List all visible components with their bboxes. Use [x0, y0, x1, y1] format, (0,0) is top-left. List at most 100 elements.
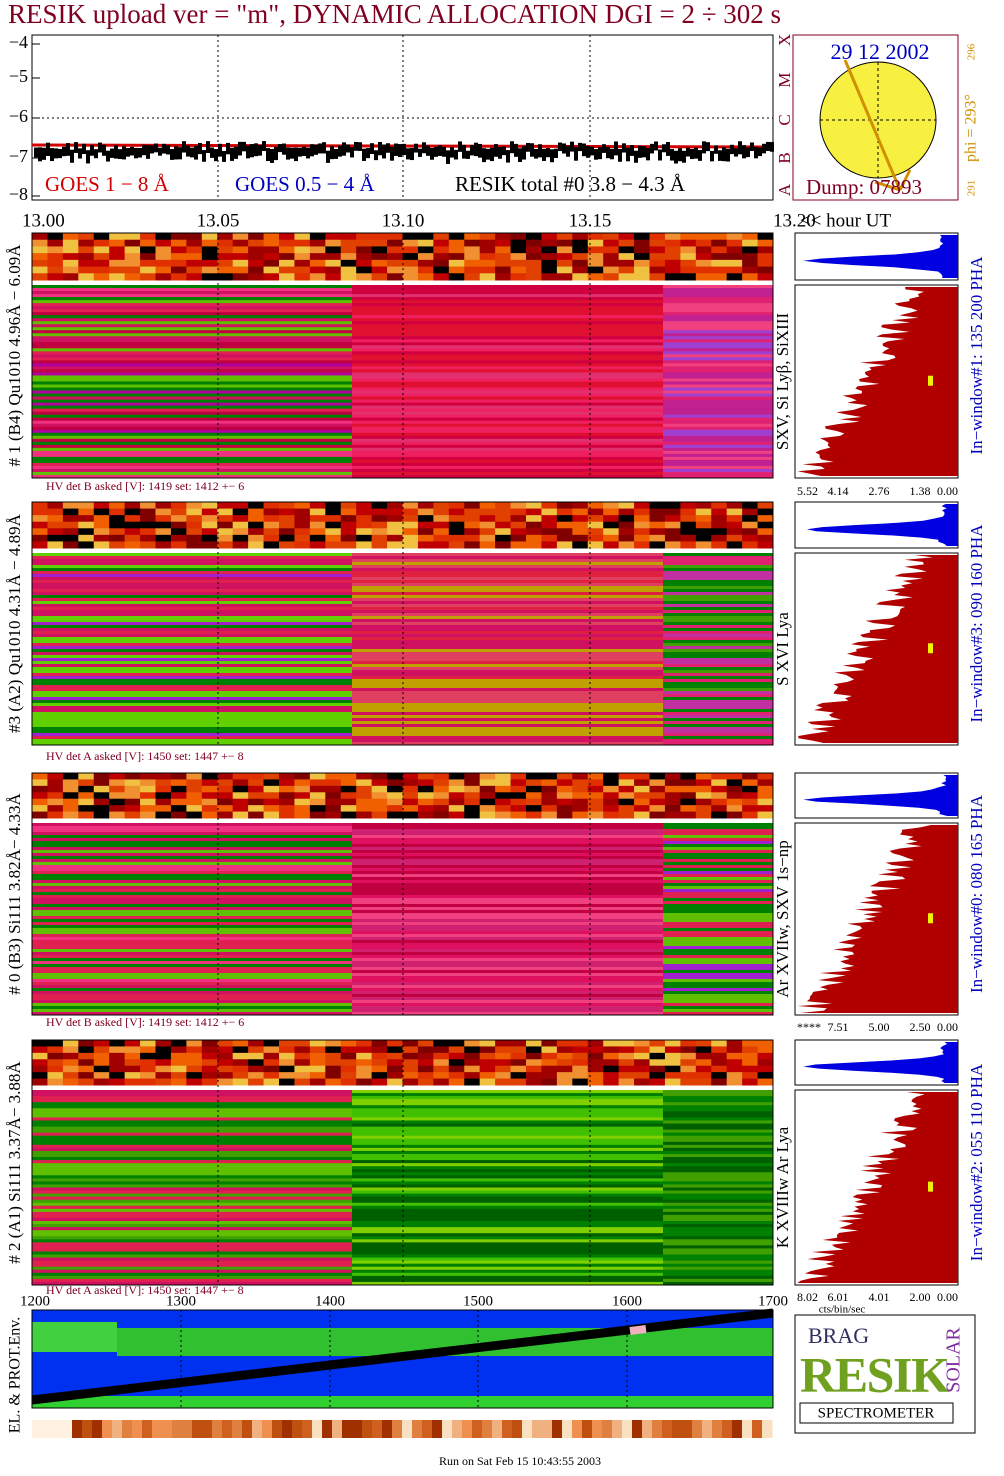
spectrum-cell — [587, 528, 604, 536]
spectrum-row — [663, 1108, 773, 1112]
spectrum-cell — [757, 805, 774, 813]
spectrum-row — [352, 574, 663, 578]
spectrum-cell — [556, 773, 573, 780]
spectrum-cell — [757, 239, 774, 247]
spectrum-cell — [325, 785, 342, 793]
spectrum-row — [352, 1211, 663, 1216]
resik-total-bar — [214, 149, 218, 162]
spectrum-cell — [711, 259, 728, 268]
spectrum-row — [663, 327, 773, 331]
intensity-cell — [82, 1420, 93, 1438]
spectrum-row — [663, 294, 773, 298]
intensity-cell — [342, 1420, 353, 1438]
spectrum-cell — [417, 1059, 434, 1067]
spectrum-cell — [248, 1065, 265, 1073]
resik-total-bar — [118, 149, 122, 160]
spectrum-row — [32, 553, 352, 557]
resik-total-bar — [530, 143, 534, 157]
spectrum-cell — [387, 528, 403, 536]
spectrum-row — [663, 724, 773, 728]
resik-total-bar — [526, 143, 530, 152]
spectrum-cell — [479, 515, 496, 523]
spectrum-row — [663, 1114, 773, 1118]
intensity-cell — [412, 1420, 423, 1438]
spectrum-cell — [170, 798, 187, 806]
spectrum-cell — [572, 1046, 589, 1054]
spectrum-cell — [279, 521, 295, 529]
spectrum-row — [32, 916, 352, 920]
panel-frame — [31, 232, 774, 479]
spectrum-row — [352, 468, 663, 473]
spectrum-cell — [109, 534, 126, 542]
spectrum-cell — [263, 273, 280, 281]
spectrum-cell — [649, 773, 666, 780]
spectrum-cell — [757, 502, 774, 510]
spectrum-row — [32, 348, 352, 352]
spectrum-cell — [464, 798, 481, 806]
spectrum-cell — [294, 1072, 311, 1080]
dump: Dump: 07893 — [806, 175, 922, 199]
resik-total-bar — [258, 145, 262, 156]
spectrum-cell — [541, 1065, 558, 1073]
spectrum-cell — [32, 502, 48, 510]
spectrum-row — [352, 1181, 663, 1185]
intensity-cell — [202, 1420, 213, 1438]
spectrum-cell — [448, 805, 465, 813]
spectrum-cell — [371, 1046, 388, 1054]
resik-total-bar — [82, 143, 86, 155]
spectrum-row — [32, 387, 352, 392]
spectrum-cell — [371, 1059, 388, 1067]
spectrum-row — [32, 408, 352, 413]
spectrum-cell — [680, 779, 697, 787]
spectrum-cell — [433, 1059, 450, 1067]
spectrum-row — [663, 1178, 773, 1182]
spectrum-row — [32, 832, 352, 836]
resik-total-bar — [54, 148, 58, 159]
spectrum-cell — [263, 785, 280, 793]
spectrum-cell — [510, 785, 527, 793]
spectrum-cell — [464, 811, 481, 819]
spectrum-cell — [263, 521, 280, 529]
spectrum-cell — [711, 785, 728, 793]
spectrum-row — [32, 438, 352, 443]
spectrum-cell — [433, 811, 450, 819]
hist-marker — [928, 643, 933, 654]
spectrum-row — [32, 856, 352, 860]
spectrum-row — [352, 435, 663, 440]
spectrum-cell — [572, 508, 589, 516]
spectrum-cell — [387, 792, 403, 800]
spectrum-row — [352, 964, 663, 968]
spectrum-cell — [649, 779, 666, 787]
spectrum-cell — [387, 779, 403, 787]
spectrum-cell — [757, 1040, 774, 1047]
spectrum-row — [663, 1230, 773, 1234]
spectrum-cell — [371, 508, 388, 516]
spectrum-row — [663, 1153, 773, 1158]
spectrum-cell — [93, 502, 110, 510]
spectrum-row — [32, 649, 352, 653]
spectrum-row — [32, 691, 352, 695]
resik-total-bar — [182, 141, 186, 153]
spectrum-cell — [526, 1046, 542, 1054]
spectrum-row — [663, 384, 773, 389]
spectrum-cell — [510, 541, 527, 549]
resik-total-bar — [566, 145, 570, 157]
resik-total-bar — [50, 148, 54, 162]
spectrum-row — [352, 1129, 663, 1134]
spectrum-cell — [495, 792, 512, 800]
spectrum-cell — [309, 792, 326, 800]
spectrum-row — [352, 652, 663, 656]
spectrum-cell — [742, 811, 759, 819]
spectrum-row — [352, 613, 663, 617]
spectrum-row — [352, 456, 663, 461]
spectrum-cell — [309, 233, 326, 241]
spectrum-row — [663, 706, 773, 710]
spectrum-row — [352, 330, 663, 334]
spectrum-row — [663, 1169, 773, 1173]
intensity-cell — [322, 1420, 333, 1438]
spectrum-row — [32, 396, 352, 401]
spectrum-row — [32, 336, 352, 340]
resik-total-bar — [718, 150, 722, 161]
spectrum-cell — [78, 1040, 95, 1047]
spectrum-row — [32, 910, 352, 914]
